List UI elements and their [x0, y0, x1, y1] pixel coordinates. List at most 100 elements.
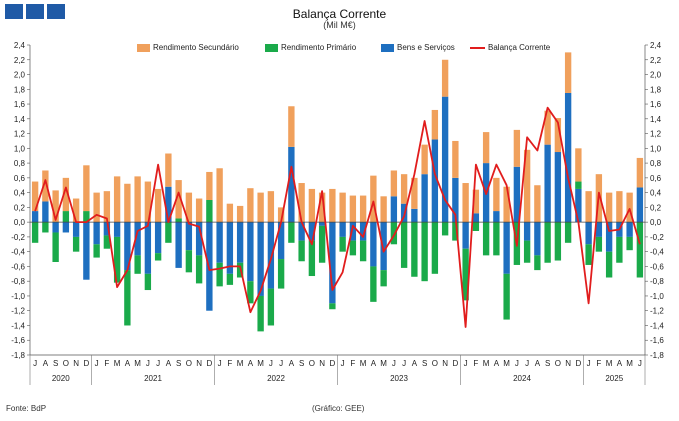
y-tick-label-right: 0,8: [650, 159, 662, 168]
chart-plot: 2,4 2,4 2,2 2,2 2,0 2,0 1,8 1,8 1,6 1,6 1,4 1,4 1,2 1…: [11, 41, 664, 385]
x-tick-label: J: [638, 359, 642, 368]
legend-label-secundario: Rendimento Secundário: [153, 43, 239, 52]
bar-rendimento-secundario: [636, 157, 644, 188]
x-tick-label: J: [146, 359, 150, 368]
bar-bens-servicos: [267, 222, 275, 289]
bar-bens-servicos: [144, 222, 152, 274]
bar-rendimento-secundario: [349, 195, 357, 223]
x-tick-label: A: [166, 359, 172, 368]
bar-bens-servicos: [431, 139, 439, 223]
bar-bens-servicos: [175, 222, 182, 268]
bar-rendimento-primario: [83, 211, 90, 223]
bar-rendimento-primario: [247, 281, 254, 304]
bar-bens-servicos: [257, 222, 264, 296]
bar-bens-servicos: [544, 144, 551, 223]
y-tick-label-left: 0,8: [14, 159, 26, 168]
x-tick-label: J: [95, 359, 99, 368]
bar-bens-servicos: [288, 146, 295, 223]
y-tick-label-right: -1,0: [650, 292, 664, 301]
y-tick-label-right: 0,6: [650, 174, 662, 183]
legend-swatch-bens: [381, 43, 394, 52]
bar-bens-servicos: [421, 174, 428, 223]
y-tick-label-left: 2,2: [14, 56, 26, 65]
bar-rendimento-primario: [298, 240, 305, 262]
bar-rendimento-primario: [462, 248, 469, 301]
bar-rendimento-secundario: [605, 192, 613, 223]
bar-rendimento-secundario: [400, 174, 408, 204]
y-tick-label-left: -1,4: [11, 321, 25, 330]
legend-label-primario: Rendimento Primário: [281, 43, 357, 52]
x-tick-label: J: [402, 359, 406, 368]
y-tick-label-right: -1,2: [650, 307, 664, 316]
y-tick-label-left: 1,6: [14, 100, 26, 109]
bar-bens-servicos: [308, 222, 316, 241]
bar-rendimento-secundario: [564, 52, 572, 93]
bar-rendimento-secundario: [93, 192, 100, 223]
y-tick-label-right: 1,8: [650, 85, 662, 94]
y-tick-label-right: -0,8: [650, 277, 664, 286]
bar-rendimento-secundario: [144, 181, 152, 223]
x-tick-label: A: [371, 359, 377, 368]
y-tick-label-right: 0,0: [650, 218, 662, 227]
x-tick-label: D: [206, 359, 212, 368]
bar-rendimento-primario: [226, 273, 234, 285]
bar-rendimento-primario: [339, 236, 346, 252]
x-tick-label: M: [606, 359, 613, 368]
y-tick-label-left: -1,2: [11, 307, 25, 316]
bar-rendimento-secundario: [72, 198, 80, 223]
y-tick-label-right: 1,0: [650, 144, 662, 153]
legend-item-bens: Bens e Serviços: [381, 43, 455, 52]
bar-bens-servicos: [452, 177, 459, 223]
chart-title: Balança Corrente: [292, 7, 387, 21]
bar-rendimento-secundario: [267, 191, 275, 223]
x-tick-label: M: [503, 359, 510, 368]
bar-rendimento-primario: [52, 232, 59, 262]
y-tick-label-right: -0,2: [650, 233, 664, 242]
legend-label-balanca: Balança Corrente: [488, 43, 551, 52]
bar-rendimento-primario: [165, 222, 172, 243]
x-tick-label: A: [617, 359, 623, 368]
bar-rendimento-primario: [626, 236, 633, 251]
x-tick-label: M: [114, 359, 121, 368]
bar-rendimento-secundario: [236, 205, 244, 223]
bar-rendimento-secundario: [421, 144, 428, 175]
bar-bens-servicos: [329, 222, 336, 304]
x-tick-label: F: [227, 359, 232, 368]
bar-rendimento-primario: [482, 222, 490, 256]
bar-rendimento-primario: [390, 222, 398, 245]
y-tick-label-left: 0,2: [14, 203, 26, 212]
bar-bens-servicos: [411, 208, 418, 223]
bar-rendimento-secundario: [103, 191, 111, 223]
bar-rendimento-secundario: [62, 177, 70, 212]
logo-square: [47, 4, 65, 19]
x-tick-label: M: [626, 359, 633, 368]
bar-rendimento-primario: [616, 236, 623, 263]
bar-rendimento-secundario: [124, 183, 131, 223]
bar-rendimento-secundario: [626, 192, 633, 223]
x-tick-label: A: [43, 359, 49, 368]
bar-bens-servicos: [31, 211, 39, 223]
bar-bens-servicos: [390, 196, 398, 223]
x-tick-label: S: [53, 359, 58, 368]
logo-square: [26, 4, 44, 19]
y-tick-label-right: -1,6: [650, 336, 664, 345]
x-tick-label: A: [535, 359, 541, 368]
bar-bens-servicos: [462, 222, 469, 249]
y-tick-label-left: 1,4: [14, 115, 26, 124]
bar-rendimento-primario: [113, 236, 121, 283]
x-tick-label: A: [412, 359, 418, 368]
x-tick-label: M: [134, 359, 141, 368]
y-tick-label-left: -0,2: [11, 233, 25, 242]
y-tick-label-right: 0,4: [650, 189, 662, 198]
bar-rendimento-primario: [62, 211, 70, 223]
bar-rendimento-primario: [277, 259, 285, 289]
x-tick-label: O: [555, 359, 561, 368]
bar-rendimento-primario: [493, 222, 500, 256]
bar-bens-servicos: [93, 222, 100, 245]
bar-bens-servicos: [554, 152, 562, 223]
y-tick-label-right: 0,2: [650, 203, 662, 212]
x-tick-label: N: [565, 359, 571, 368]
x-tick-label: N: [73, 359, 79, 368]
bar-rendimento-secundario: [513, 129, 521, 167]
bar-rendimento-secundario: [288, 106, 295, 147]
